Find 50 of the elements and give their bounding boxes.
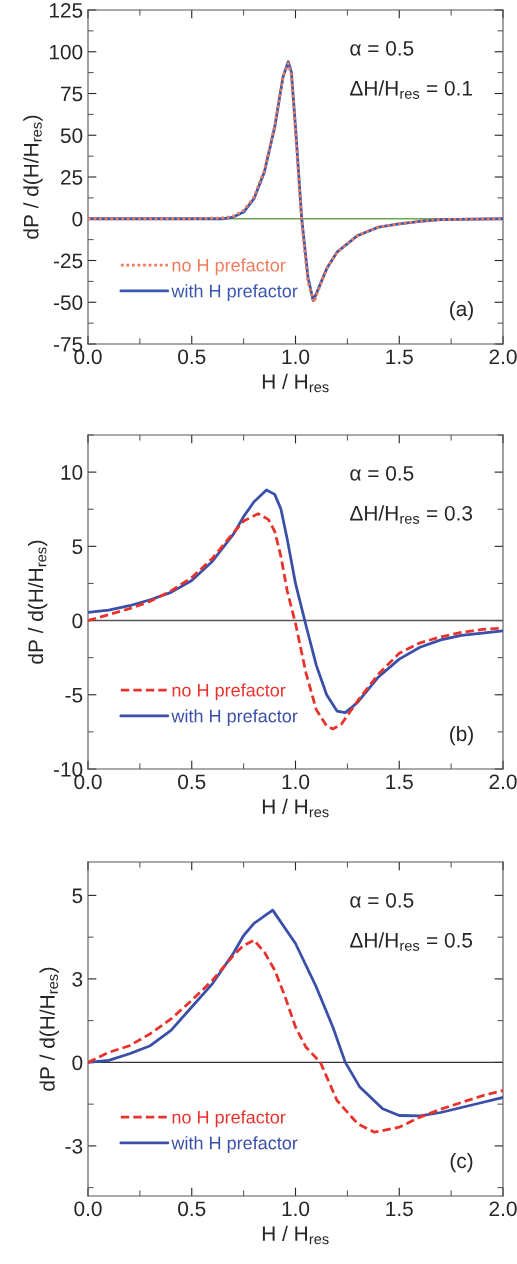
- y-tick-label: -25: [53, 253, 83, 269]
- x-tick-label: 1.5: [386, 1201, 413, 1217]
- x-axis-title: H / H$_{res}$: [262, 373, 329, 393]
- y-tick-label: -50: [53, 295, 83, 310]
- x-tick-label: 0.5: [178, 349, 206, 365]
- x-tick-label: 1.0: [282, 349, 310, 365]
- annotation: ΔH/H$_{res}$ = 0.5: [350, 932, 473, 951]
- annotation: ΔH/H$_{res}$ = 0.1: [350, 80, 472, 99]
- legend-label: with H prefactor: [171, 284, 298, 302]
- annotation: (b): [450, 725, 473, 746]
- y-tick-label: 10: [61, 465, 83, 480]
- legend-label: no H prefactor: [172, 258, 286, 276]
- y-tick-label: 50: [60, 128, 83, 143]
- y-tick-label: 75: [61, 86, 83, 102]
- annotation: α = 0.5: [350, 892, 414, 908]
- y-tick-label: 5: [72, 888, 83, 904]
- legend-label: with H prefactor: [171, 709, 298, 727]
- x-tick-label: 1.0: [282, 1201, 310, 1217]
- x-tick-label: 2.0: [489, 774, 517, 790]
- x-tick-label: 0.5: [178, 774, 206, 790]
- y-axis-title: dP / d(H/H$_{res}$): [27, 540, 48, 664]
- annotation: (a): [450, 300, 473, 321]
- annotation: α = 0.5: [350, 465, 414, 481]
- y-tick-label: 0: [72, 613, 83, 629]
- x-tick-label: 1.0: [282, 774, 310, 790]
- x-tick-label: 2.0: [489, 349, 517, 365]
- y-tick-label: -5: [65, 687, 83, 703]
- x-axis-title: H / H$_{res}$: [262, 1225, 329, 1245]
- x-tick-label: 2.0: [489, 1201, 517, 1217]
- x-tick-label: 1.5: [386, 774, 413, 790]
- x-tick-label: 0.0: [74, 1201, 102, 1217]
- x-tick-label: 0.5: [178, 1201, 206, 1217]
- y-tick-label: 0: [72, 1055, 83, 1071]
- y-tick-label: 25: [61, 170, 83, 185]
- annotation: ΔH/H$_{res}$ = 0.3: [350, 505, 473, 524]
- legend-label: no H prefactor: [172, 1110, 286, 1128]
- y-tick-label: 3: [72, 971, 83, 987]
- y-tick-label: 5: [72, 539, 83, 555]
- legend-label: with H prefactor: [171, 1136, 298, 1154]
- y-tick-label: 125: [49, 3, 83, 18]
- annotation: α = 0.5: [350, 40, 414, 56]
- x-tick-label: 1.5: [386, 349, 413, 365]
- y-tick-label: -3: [65, 1138, 83, 1154]
- y-axis-title: dP / d(H/H$_{res}$): [39, 967, 59, 1091]
- y-axis-title: dP / d(H/H$_{res}$): [23, 115, 43, 239]
- y-tick-label: 0: [72, 211, 83, 227]
- annotation: (c): [450, 1152, 473, 1173]
- legend-label: no H prefactor: [172, 683, 286, 701]
- y-tick-label: 100: [49, 44, 83, 60]
- x-axis-title: H / H$_{res}$: [262, 798, 329, 818]
